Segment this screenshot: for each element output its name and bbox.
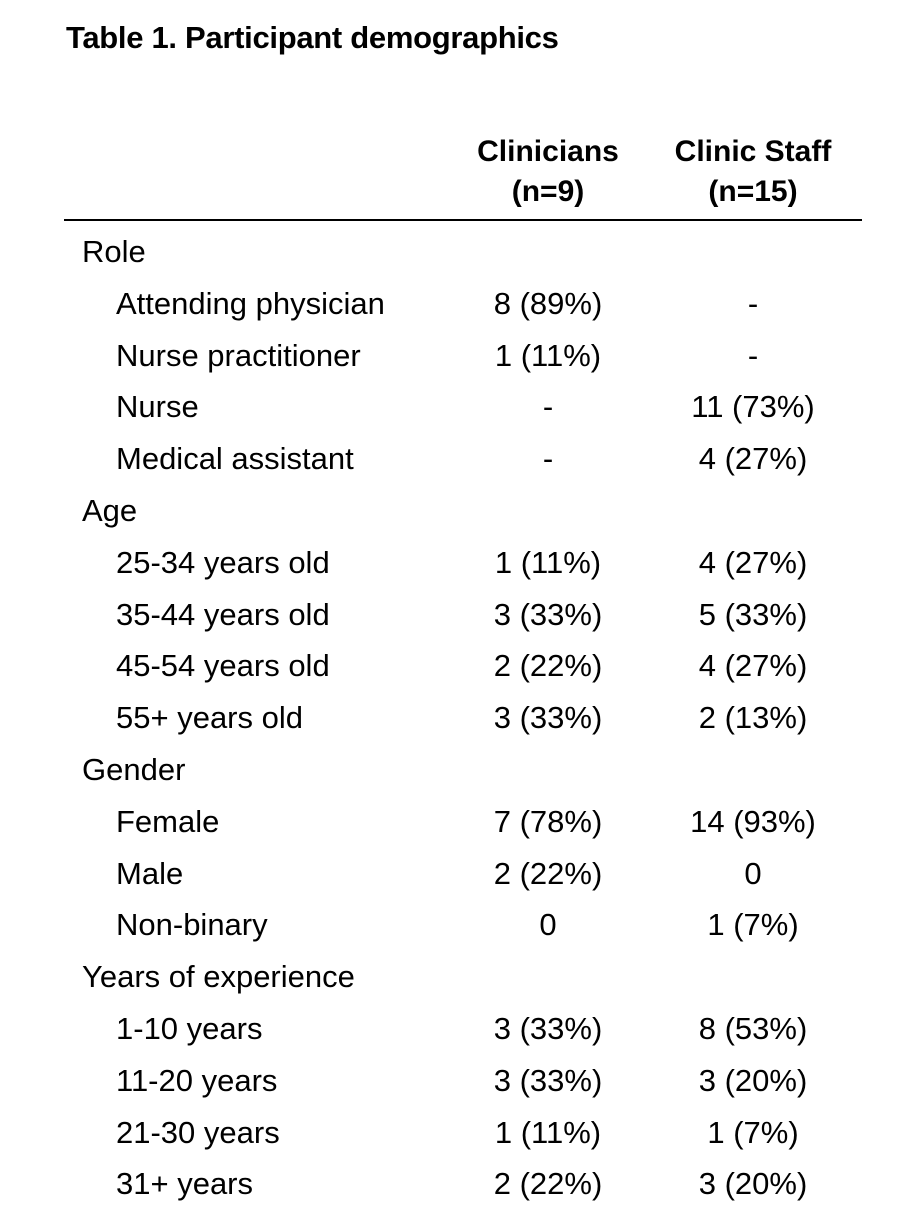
table-row: 1-10 years 3 (33%) 8 (53%) bbox=[0, 1003, 920, 1055]
table-row: Nurse - 11 (73%) bbox=[0, 381, 920, 433]
header-rule bbox=[64, 219, 862, 221]
row-label: Nurse bbox=[116, 389, 199, 425]
row-label: Gender bbox=[82, 751, 186, 787]
row-label: 21-30 years bbox=[116, 1114, 280, 1150]
clinic-staff-value: 5 (33%) bbox=[698, 596, 808, 632]
row-label: 45-54 years old bbox=[116, 648, 330, 684]
clinicians-value: 1 (11%) bbox=[494, 544, 602, 580]
clinicians-value: 3 (33%) bbox=[493, 596, 603, 632]
table-row: 55+ years old 3 (33%) 2 (13%) bbox=[0, 692, 920, 744]
clinicians-value: 2 (22%) bbox=[493, 855, 603, 891]
table-row: 45-54 years old 2 (22%) 4 (27%) bbox=[0, 640, 920, 692]
table-row: 25-34 years old 1 (11%) 4 (27%) bbox=[0, 537, 920, 589]
clinic-staff-value: 3 (20%) bbox=[698, 1166, 808, 1202]
clinicians-value: 3 (33%) bbox=[493, 1062, 603, 1098]
category-row: Role bbox=[0, 226, 920, 278]
clinic-staff-value: 14 (93%) bbox=[690, 803, 816, 839]
clinic-staff-value: 1 (7%) bbox=[707, 1114, 799, 1150]
clinic-staff-value: 8 (53%) bbox=[698, 1010, 808, 1046]
row-label: Role bbox=[82, 234, 146, 269]
clinicians-value: - bbox=[542, 441, 554, 477]
clinicians-value: 3 (33%) bbox=[493, 1010, 603, 1046]
row-label: Age bbox=[82, 492, 138, 528]
row-label: Non-binary bbox=[116, 907, 268, 943]
column-header-name: Clinic Staff bbox=[674, 135, 832, 168]
row-label: Years of experience bbox=[82, 959, 355, 995]
table-row: Female 7 (78%) 14 (93%) bbox=[0, 796, 920, 848]
row-label: Male bbox=[116, 855, 184, 891]
category-row: Years of experience bbox=[0, 951, 920, 1003]
table-row: Medical assistant - 4 (27%) bbox=[0, 433, 920, 485]
column-header-count: (n=15) bbox=[708, 175, 798, 208]
table-row: Attending physician 8 (89%) - bbox=[0, 278, 920, 330]
clinic-staff-value: - bbox=[747, 285, 759, 321]
clinicians-value: 0 bbox=[539, 907, 557, 943]
table-row: Male 2 (22%) 0 bbox=[0, 848, 920, 900]
column-header-count: (n=9) bbox=[511, 175, 585, 208]
clinic-staff-value: 3 (20%) bbox=[698, 1062, 808, 1098]
clinicians-value: 2 (22%) bbox=[493, 1166, 603, 1202]
row-label: 1-10 years bbox=[116, 1010, 263, 1046]
clinic-staff-value: 0 bbox=[744, 855, 762, 891]
row-label: 35-44 years old bbox=[116, 596, 330, 632]
row-label: 25-34 years old bbox=[116, 544, 330, 580]
clinicians-value: 1 (11%) bbox=[494, 1114, 602, 1150]
table-body: Role Attending physician 8 (89%) - Nurse pra… bbox=[0, 226, 920, 1210]
column-header-name: Clinicians bbox=[477, 135, 619, 168]
clinic-staff-value: 4 (27%) bbox=[698, 648, 808, 684]
clinicians-value: 7 (78%) bbox=[493, 803, 603, 839]
clinic-staff-value: 11 (73%) bbox=[691, 389, 815, 425]
table-title: Table 1. Participant demographics bbox=[66, 20, 559, 55]
clinicians-value: 3 (33%) bbox=[493, 700, 603, 736]
clinic-staff-value: - bbox=[747, 337, 759, 373]
clinic-staff-value: 1 (7%) bbox=[707, 907, 799, 943]
clinic-staff-value: 4 (27%) bbox=[698, 544, 808, 580]
table-row: Non-binary 0 1 (7%) bbox=[0, 899, 920, 951]
category-row: Gender bbox=[0, 744, 920, 796]
row-label: 31+ years bbox=[116, 1166, 254, 1202]
clinic-staff-value: 2 (13%) bbox=[698, 700, 808, 736]
table-row: 11-20 years 3 (33%) 3 (20%) bbox=[0, 1055, 920, 1107]
clinicians-value: 8 (89%) bbox=[493, 285, 603, 321]
clinic-staff-value: 4 (27%) bbox=[698, 441, 808, 477]
table-row: Nurse practitioner 1 (11%) - bbox=[0, 330, 920, 382]
clinicians-value: 1 (11%) bbox=[494, 337, 602, 373]
clinicians-value: 2 (22%) bbox=[493, 648, 603, 684]
column-header-clinicians: Clinicians (n=9) bbox=[428, 132, 668, 212]
row-label: 11-20 years bbox=[116, 1062, 278, 1098]
row-label: Nurse practitioner bbox=[116, 337, 361, 373]
row-label: 55+ years old bbox=[116, 700, 303, 736]
table-row: 31+ years 2 (22%) 3 (20%) bbox=[0, 1158, 920, 1210]
row-label: Attending physician bbox=[116, 285, 385, 321]
table-row: 21-30 years 1 (11%) 1 (7%) bbox=[0, 1107, 920, 1159]
row-label: Female bbox=[116, 803, 220, 839]
row-label: Medical assistant bbox=[116, 441, 354, 477]
category-row: Age bbox=[0, 485, 920, 537]
clinicians-value: - bbox=[542, 389, 554, 425]
column-header-clinic-staff: Clinic Staff (n=15) bbox=[633, 132, 873, 212]
table-row: 35-44 years old 3 (33%) 5 (33%) bbox=[0, 589, 920, 641]
